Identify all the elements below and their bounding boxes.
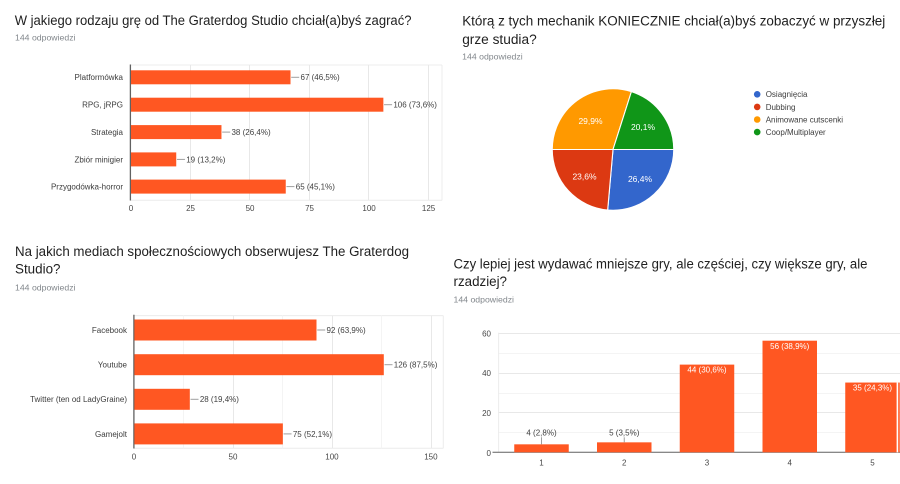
svg-text:126 (87,5%): 126 (87,5%)	[394, 361, 438, 370]
svg-text:Osiagnięcia: Osiagnięcia	[766, 90, 808, 99]
svg-text:Przygodówka-horror: Przygodówka-horror	[51, 183, 123, 192]
svg-text:Dubbing: Dubbing	[766, 103, 796, 112]
svg-text:4: 4	[788, 459, 793, 468]
svg-text:125: 125	[422, 204, 436, 213]
svg-text:5: 5	[870, 459, 875, 468]
svg-text:20,1%: 20,1%	[631, 122, 656, 132]
svg-text:0: 0	[487, 449, 492, 458]
svg-text:75 (52,1%): 75 (52,1%)	[293, 430, 332, 439]
svg-text:23,6%: 23,6%	[572, 171, 597, 181]
svg-text:150: 150	[424, 453, 438, 462]
svg-text:144 odpowiedzi: 144 odpowiedzi	[15, 33, 76, 43]
svg-text:Czy lepiej jest wydawać mniejs: Czy lepiej jest wydawać mniejsze gry, al…	[454, 255, 868, 271]
svg-text:Youtube: Youtube	[98, 361, 128, 370]
svg-text:38 (26,4%): 38 (26,4%)	[231, 128, 270, 137]
svg-text:Gamejolt: Gamejolt	[95, 430, 128, 439]
svg-text:20: 20	[482, 409, 491, 418]
svg-text:Studio?: Studio?	[15, 261, 61, 277]
svg-text:65 (45,1%): 65 (45,1%)	[296, 183, 335, 192]
svg-text:grze studia?: grze studia?	[462, 31, 537, 47]
svg-text:Platformówka: Platformówka	[75, 73, 124, 82]
svg-text:144 odpowiedzi: 144 odpowiedzi	[15, 282, 76, 292]
svg-text:29,9%: 29,9%	[578, 116, 603, 126]
svg-text:4 (2,8%): 4 (2,8%)	[526, 428, 557, 437]
svg-text:RPG, jRPG: RPG, jRPG	[82, 101, 123, 110]
svg-text:5 (3,5%): 5 (3,5%)	[609, 428, 640, 437]
svg-text:Twitter (ten od LadyGraine): Twitter (ten od LadyGraine)	[30, 395, 127, 404]
svg-text:67 (46,5%): 67 (46,5%)	[301, 73, 340, 82]
svg-text:144 odpowiedzi: 144 odpowiedzi	[462, 52, 523, 62]
svg-text:Na jakich mediach społeczności: Na jakich mediach społecznościowych obse…	[15, 243, 409, 259]
svg-text:60: 60	[482, 329, 491, 338]
svg-text:106 (73,6%): 106 (73,6%)	[393, 101, 437, 110]
svg-text:144 odpowiedzi: 144 odpowiedzi	[454, 295, 515, 305]
svg-text:100: 100	[325, 453, 339, 462]
svg-text:28 (19,4%): 28 (19,4%)	[200, 395, 239, 404]
svg-text:50: 50	[229, 453, 238, 462]
svg-text:0: 0	[129, 204, 134, 213]
svg-text:Strategia: Strategia	[91, 128, 124, 137]
svg-text:Animowane cutscenki: Animowane cutscenki	[766, 115, 844, 124]
svg-text:2: 2	[622, 459, 627, 468]
svg-text:100: 100	[362, 204, 376, 213]
svg-text:0: 0	[132, 453, 137, 462]
svg-text:25: 25	[186, 204, 195, 213]
svg-text:56 (38,9%): 56 (38,9%)	[770, 342, 809, 351]
svg-text:Którą z tych mechanik KONIECZN: Którą z tych mechanik KONIECZNIE chciał(…	[462, 13, 885, 29]
svg-text:3: 3	[705, 459, 710, 468]
svg-text:Coop/Multiplayer: Coop/Multiplayer	[766, 128, 826, 137]
svg-text:rzadziej?: rzadziej?	[454, 273, 508, 289]
svg-text:W jakiego rodzaju grę od The G: W jakiego rodzaju grę od The Graterdog S…	[15, 12, 412, 28]
svg-text:92 (63,9%): 92 (63,9%)	[326, 326, 365, 335]
svg-text:26,4%: 26,4%	[628, 174, 653, 184]
svg-text:35 (24,3%): 35 (24,3%)	[853, 384, 892, 393]
svg-text:40: 40	[482, 369, 491, 378]
svg-text:50: 50	[246, 204, 255, 213]
svg-text:Zbiór minigier: Zbiór minigier	[75, 155, 124, 164]
svg-text:19 (13,2%): 19 (13,2%)	[186, 155, 225, 164]
svg-text:Facebook: Facebook	[92, 326, 128, 335]
svg-text:75: 75	[305, 204, 314, 213]
svg-text:44 (30,6%): 44 (30,6%)	[687, 366, 726, 375]
svg-text:1: 1	[539, 459, 544, 468]
